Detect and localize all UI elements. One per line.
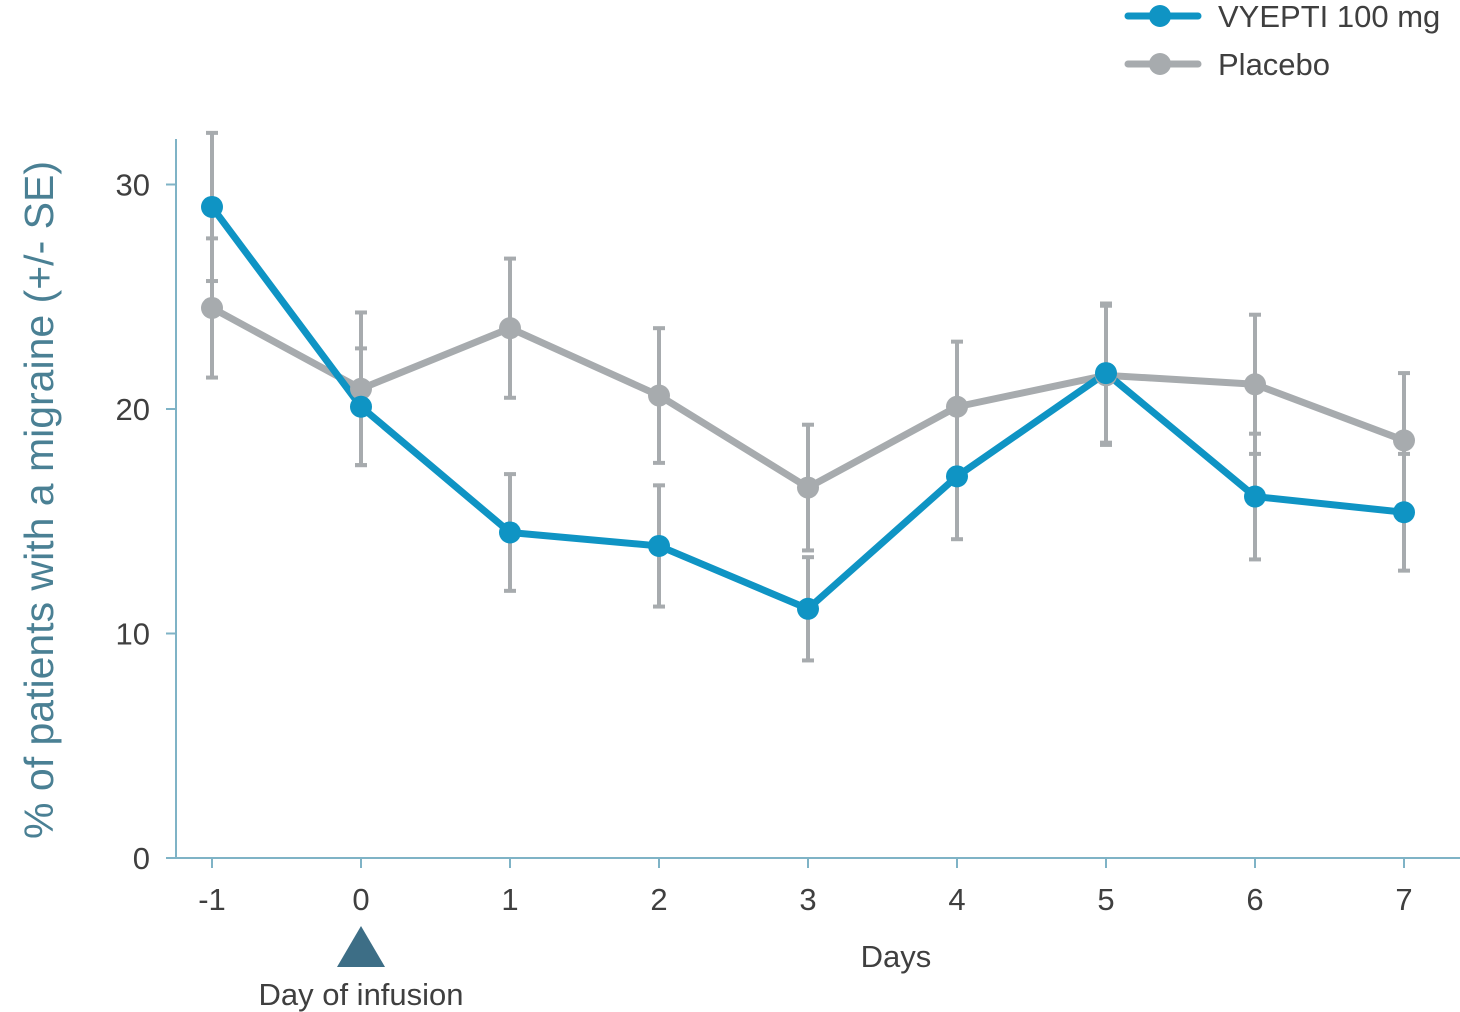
data-point-placebo — [797, 476, 819, 499]
y-tick-label: 10 — [116, 617, 150, 652]
data-point-vyepti-100-mg — [648, 534, 670, 557]
legend: VYEPTI 100 mg Placebo — [1124, 0, 1440, 82]
x-tick-label: 3 — [799, 882, 816, 917]
y-tick-label: 0 — [133, 841, 150, 876]
x-tick-label: 4 — [948, 882, 965, 917]
x-ticks: -1 0 1 2 3 4 5 6 7 — [198, 858, 1413, 917]
x-tick-label: -1 — [198, 882, 226, 917]
legend-label-vyepti: VYEPTI 100 mg — [1218, 0, 1440, 34]
data-point-vyepti-100-mg — [946, 465, 968, 488]
x-tick-label: 6 — [1246, 882, 1263, 917]
data-point-vyepti-100-mg — [350, 395, 372, 418]
x-tick-label: 7 — [1395, 882, 1412, 917]
axes — [175, 139, 1460, 859]
data-point-vyepti-100-mg — [499, 521, 521, 544]
data-point-placebo — [1393, 429, 1415, 452]
series-points — [201, 195, 1415, 620]
data-point-placebo — [350, 377, 372, 400]
data-point-vyepti-100-mg — [201, 195, 223, 218]
error-bars — [206, 130, 1410, 663]
x-tick-label: 2 — [650, 882, 667, 917]
legend-label-placebo: Placebo — [1218, 47, 1330, 82]
data-point-placebo — [1244, 373, 1266, 396]
x-tick-label: 1 — [501, 882, 518, 917]
data-point-placebo — [499, 317, 521, 340]
infusion-annotation: Day of infusion — [258, 926, 464, 1012]
data-point-vyepti-100-mg — [1393, 501, 1415, 524]
x-tick-label: 0 — [352, 882, 369, 917]
data-point-placebo — [201, 296, 223, 319]
legend-marker-vyepti — [1149, 5, 1171, 27]
legend-item-vyepti: VYEPTI 100 mg — [1124, 0, 1440, 34]
y-tick-label: 20 — [116, 392, 150, 427]
data-point-placebo — [946, 395, 968, 418]
data-point-vyepti-100-mg — [797, 597, 819, 620]
y-tick-label: 30 — [116, 168, 150, 203]
y-axis-label: % of patients with a migraine (+/- SE) — [16, 161, 62, 839]
legend-item-placebo: Placebo — [1124, 47, 1330, 82]
data-point-vyepti-100-mg — [1244, 485, 1266, 508]
x-tick-label: 5 — [1097, 882, 1114, 917]
data-point-vyepti-100-mg — [1095, 362, 1117, 385]
annotation-label: Day of infusion — [258, 977, 463, 1012]
y-ticks: 0 10 20 30 — [116, 168, 176, 876]
legend-marker-placebo — [1149, 53, 1171, 75]
data-point-placebo — [648, 384, 670, 407]
triangle-up-icon — [337, 926, 385, 967]
x-axis-label: Days — [861, 939, 932, 974]
